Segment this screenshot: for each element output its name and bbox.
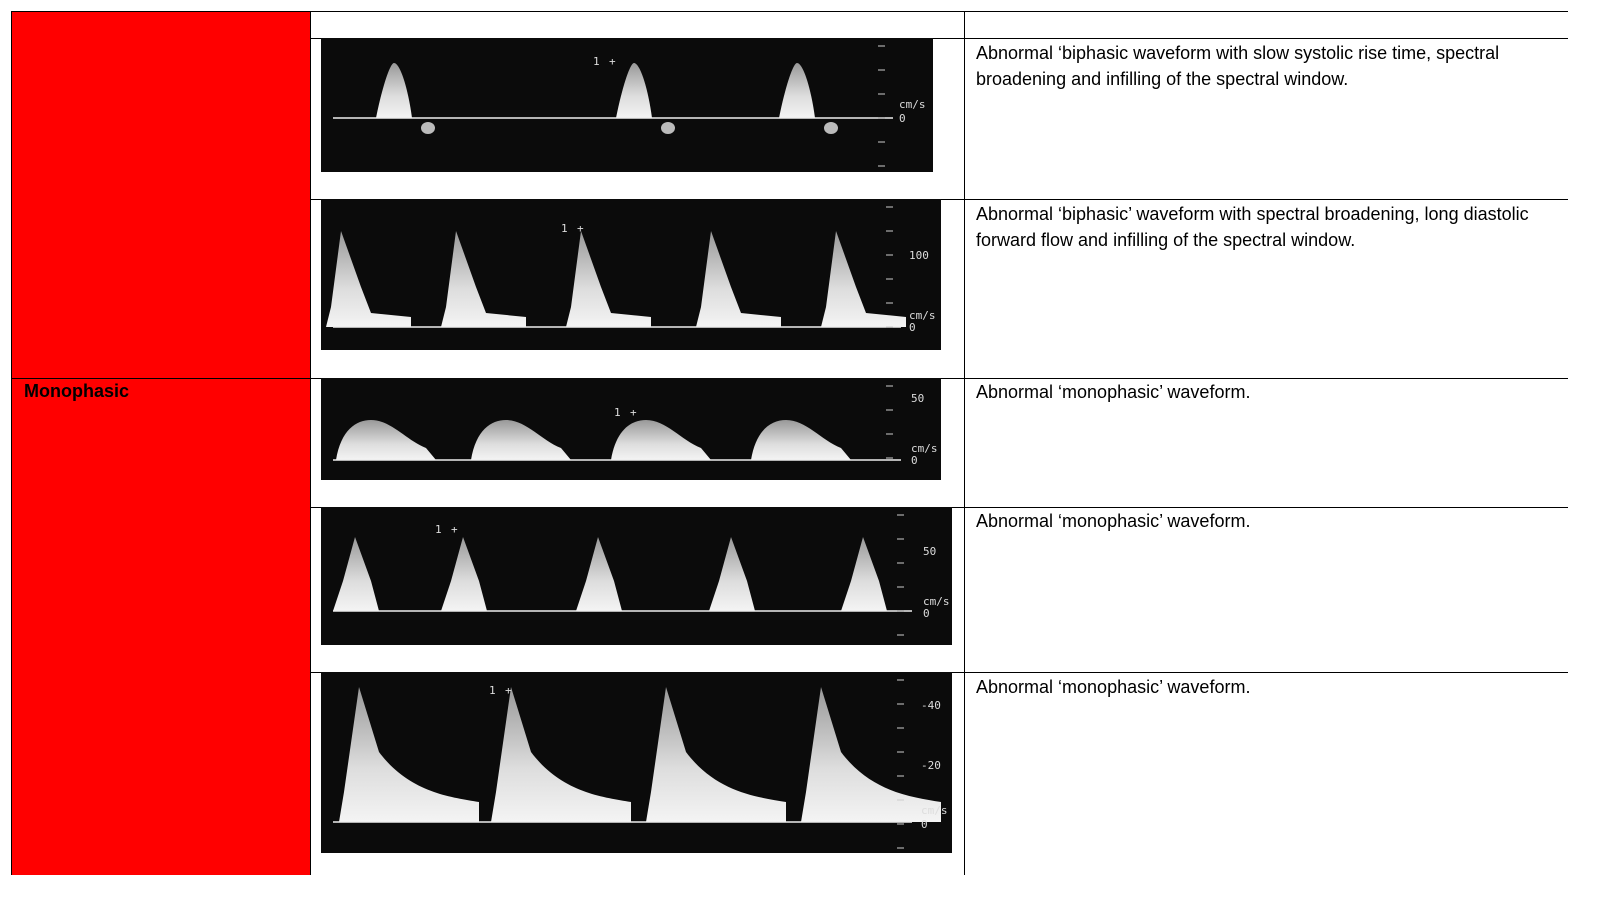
- image-label: cm/s: [909, 309, 936, 322]
- image-label: cm/s: [899, 98, 926, 111]
- waveform-image: 1 cm/s0 +: [321, 38, 933, 172]
- image-background: [321, 672, 952, 853]
- image-label: 1: [561, 222, 568, 235]
- image-label: 0: [899, 112, 906, 125]
- border: [11, 11, 12, 875]
- waveform-image: 1 100 cm/s0 +: [321, 199, 941, 350]
- waveform: [333, 537, 379, 611]
- category-cell: [11, 11, 310, 875]
- waveform: [441, 231, 526, 327]
- waveform: [616, 63, 652, 118]
- waveform: [491, 687, 631, 822]
- waveform: [326, 231, 411, 327]
- waveform: [441, 537, 487, 611]
- description: Abnormal ‘monophasic’ waveform.: [976, 511, 1251, 531]
- cursor-marker: +: [609, 55, 616, 68]
- reverse-flow: [661, 122, 675, 134]
- waveform: [709, 537, 755, 611]
- waveform: [779, 63, 815, 118]
- image-label: cm/s: [923, 595, 950, 608]
- description: Abnormal ‘biphasic’ waveform with spectr…: [976, 204, 1529, 250]
- image-label: 1: [435, 523, 442, 536]
- image-label: 1: [489, 684, 496, 697]
- image-label: 0: [911, 454, 918, 467]
- waveform: [821, 231, 906, 327]
- waveform-image: 1 50 cm/s0 +: [321, 378, 941, 480]
- description: Abnormal ‘biphasic waveform with slow sy…: [976, 43, 1500, 89]
- waveform: [566, 231, 651, 327]
- cursor-marker: +: [451, 523, 458, 536]
- waveform: [751, 420, 851, 460]
- waveform: [611, 420, 711, 460]
- cursor-marker: +: [577, 222, 584, 235]
- border: [11, 11, 1568, 12]
- waveform-image: 1 50 cm/s0 +: [321, 507, 952, 645]
- image-label: -40: [921, 699, 941, 712]
- waveform: [841, 537, 887, 611]
- waveform-image: 1 -40 -20 cm/s0 +: [321, 672, 952, 853]
- image-label: -20: [921, 759, 941, 772]
- image-label: 0: [923, 607, 930, 620]
- waveform: [646, 687, 786, 822]
- border: [310, 38, 1568, 39]
- waveform: [696, 231, 781, 327]
- cursor-marker: +: [505, 684, 512, 697]
- border: [964, 11, 965, 875]
- image-label: cm/s: [921, 804, 948, 817]
- waveform: [576, 537, 622, 611]
- reverse-flow: [824, 122, 838, 134]
- image-label: 50: [911, 392, 924, 405]
- description: Abnormal ‘monophasic’ waveform.: [976, 382, 1251, 402]
- border: [310, 11, 311, 875]
- reverse-flow: [421, 122, 435, 134]
- waveform: [801, 687, 941, 822]
- waveform: [339, 687, 479, 822]
- image-label: 1: [593, 55, 600, 68]
- image-label: 1: [614, 406, 621, 419]
- description: Abnormal ‘monophasic’ waveform.: [976, 677, 1251, 697]
- image-background: [321, 507, 952, 645]
- waveform: [471, 420, 571, 460]
- image-label: cm/s: [911, 442, 938, 455]
- waveform: [336, 420, 436, 460]
- category-label: Monophasic: [24, 381, 130, 401]
- image-label: 0: [921, 818, 928, 831]
- image-label: 50: [923, 545, 936, 558]
- image-label: 100: [909, 249, 929, 262]
- waveform: [376, 63, 412, 118]
- image-label: 0: [909, 321, 916, 334]
- cursor-marker: +: [630, 406, 637, 419]
